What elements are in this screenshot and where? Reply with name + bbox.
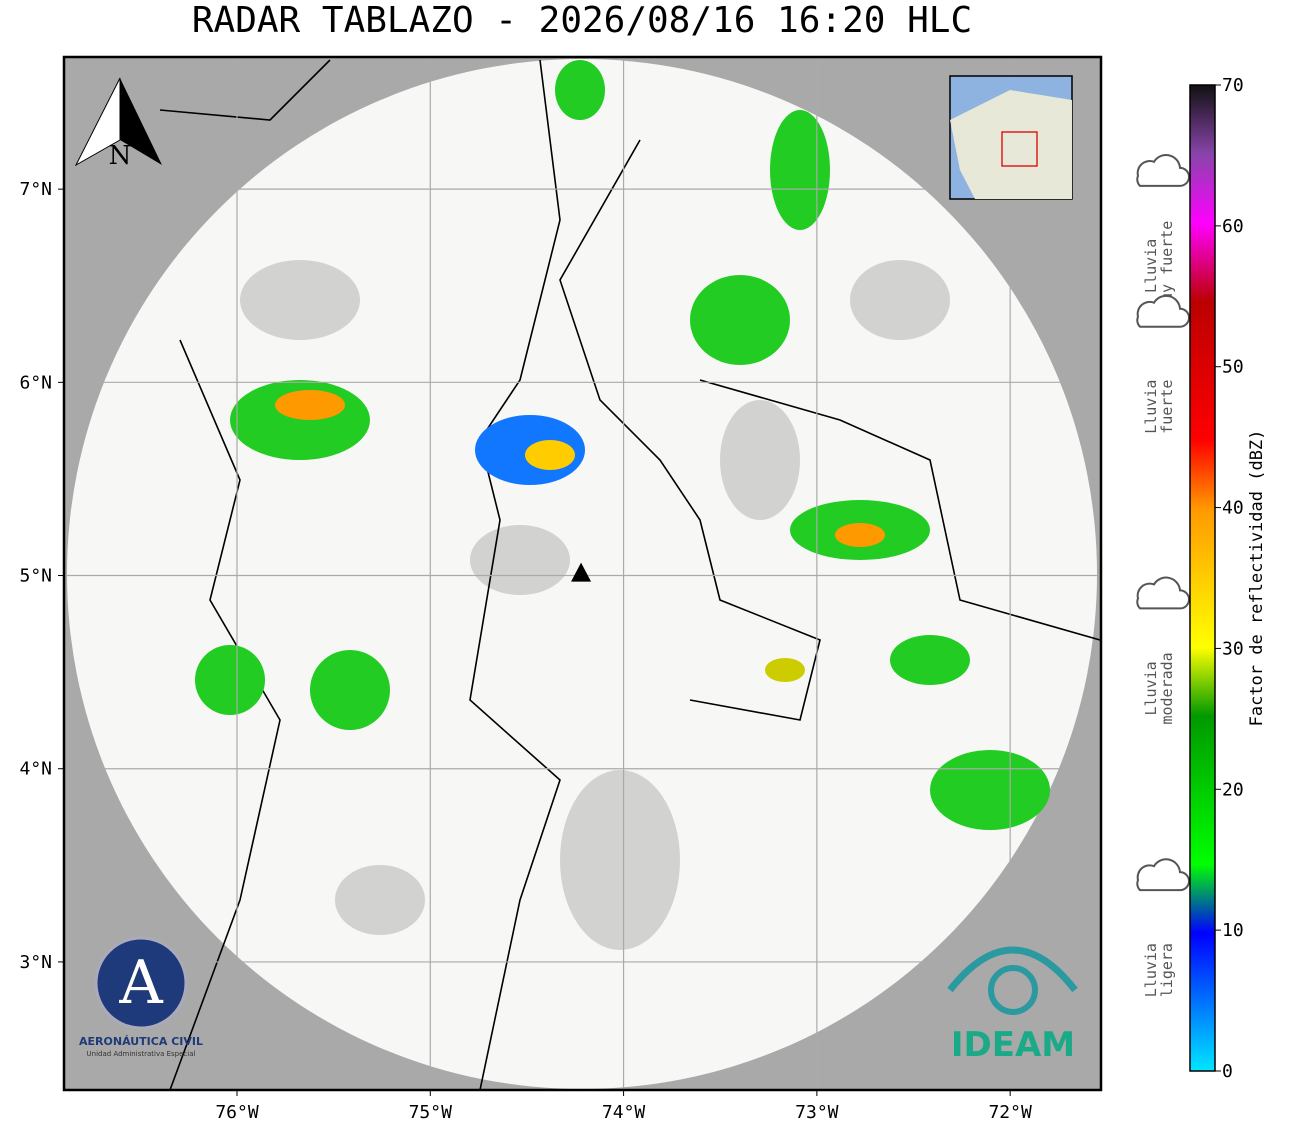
logo-text: AERONÁUTICA CIVIL [79, 1035, 203, 1048]
radar-site [571, 562, 592, 582]
map-frame [62, 55, 1103, 1092]
lon-tick-label: 75°W [409, 1102, 453, 1123]
logo-ideam-text: IDEAM [951, 1025, 1075, 1065]
colorbar-label: Factor de reflectividad (dBZ) [1247, 430, 1267, 727]
lon-tick-label: 74°W [602, 1102, 646, 1123]
inset-map [949, 75, 1073, 200]
legend-label: ligera [1158, 943, 1176, 997]
lat-tick-label: 4°N [19, 759, 52, 780]
legend-label: moderada [1158, 652, 1176, 724]
lon-tick-label: 72°W [988, 1102, 1032, 1123]
logo-subtext: Unidad Administrativa Especial [87, 1050, 196, 1058]
lat-tick-label: 7°N [19, 179, 52, 200]
rain-icon [1136, 153, 1190, 187]
lon-tick-label: 73°W [795, 1102, 839, 1123]
legend-label: Lluvia [1142, 943, 1160, 997]
lat-tick-label: 5°N [19, 566, 52, 587]
legend-label: Lluvia [1142, 239, 1160, 293]
rain-icon [1136, 294, 1190, 328]
svg-text:A: A [118, 948, 163, 1018]
logo-ideam: IDEAM [947, 946, 1078, 1065]
lat-tick-label: 3°N [19, 952, 52, 973]
colorbar-tick-label: 10 [1222, 920, 1244, 941]
title: RADAR TABLAZO - 2026/08/16 16:20 HLC [192, 0, 972, 41]
lat-tick-label: 6°N [19, 372, 52, 393]
legend-label: Lluvia [1142, 380, 1160, 434]
rain-icon [1136, 858, 1190, 892]
colorbar-tick-label: 50 [1222, 357, 1244, 378]
rain-icon [1136, 576, 1190, 610]
colorbar-tick-label: 60 [1222, 216, 1244, 237]
lon-tick-label: 76°W [215, 1102, 259, 1123]
colorbar-tick-label: 0 [1222, 1061, 1233, 1082]
colorbar-ticks: 0 10 20 30 40 50 60 70 [1215, 75, 1244, 1082]
colorbar [1189, 84, 1216, 1072]
colorbar-tick-label: 40 [1222, 498, 1244, 519]
legend-label: Lluvia [1142, 661, 1160, 715]
north-arrow: N [74, 77, 162, 171]
legend-label: muy fuerte [1158, 221, 1176, 311]
colorbar-tick-label: 70 [1222, 75, 1244, 96]
colorbar-tick-label: 20 [1222, 779, 1244, 800]
logo-aerocivil: A AERONÁUTICA CIVIL Unidad Administrativ… [79, 936, 203, 1058]
legend-label: fuerte [1158, 380, 1176, 434]
colorbar-tick-label: 30 [1222, 638, 1244, 659]
north-label: N [109, 141, 132, 171]
rain-echoes [195, 60, 1050, 830]
